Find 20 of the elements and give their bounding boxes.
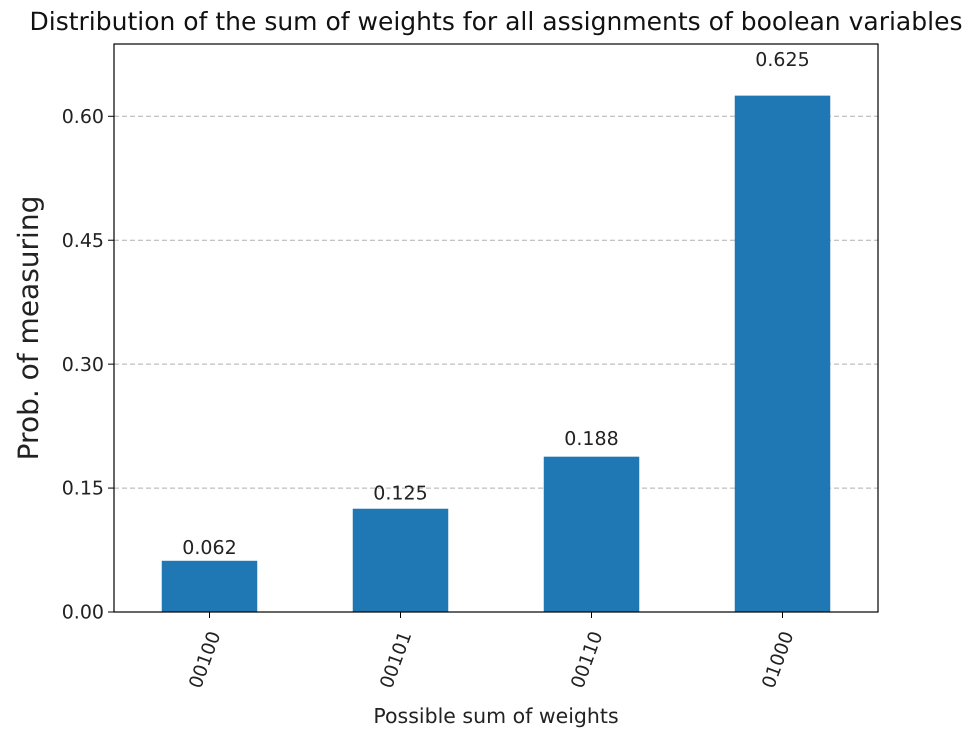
bar bbox=[544, 456, 640, 612]
y-tick-label: 0.45 bbox=[62, 230, 104, 252]
x-tick-label: 00101 bbox=[376, 628, 416, 692]
bar bbox=[162, 560, 258, 612]
y-tick-label: 0.30 bbox=[62, 354, 104, 376]
x-axis-title: Possible sum of weights bbox=[373, 704, 619, 728]
y-tick-label: 0.00 bbox=[62, 602, 104, 624]
data-label: 0.188 bbox=[564, 428, 619, 450]
y-tick-label: 0.15 bbox=[62, 478, 104, 500]
y-axis-title: Prob. of measuring bbox=[12, 196, 45, 460]
x-tick-label: 01000 bbox=[758, 628, 798, 692]
data-label: 0.125 bbox=[373, 482, 428, 505]
chart-title: Distribution of the sum of weights for all assignments of boolean variables bbox=[30, 7, 962, 36]
data-label: 0.062 bbox=[182, 537, 237, 560]
data-label: 0.625 bbox=[755, 48, 810, 71]
x-tick-label: 00110 bbox=[567, 628, 608, 692]
bar bbox=[352, 508, 448, 612]
y-tick-label: 0.60 bbox=[62, 106, 104, 128]
x-tick-label: 00100 bbox=[185, 628, 226, 692]
bar bbox=[734, 96, 830, 612]
